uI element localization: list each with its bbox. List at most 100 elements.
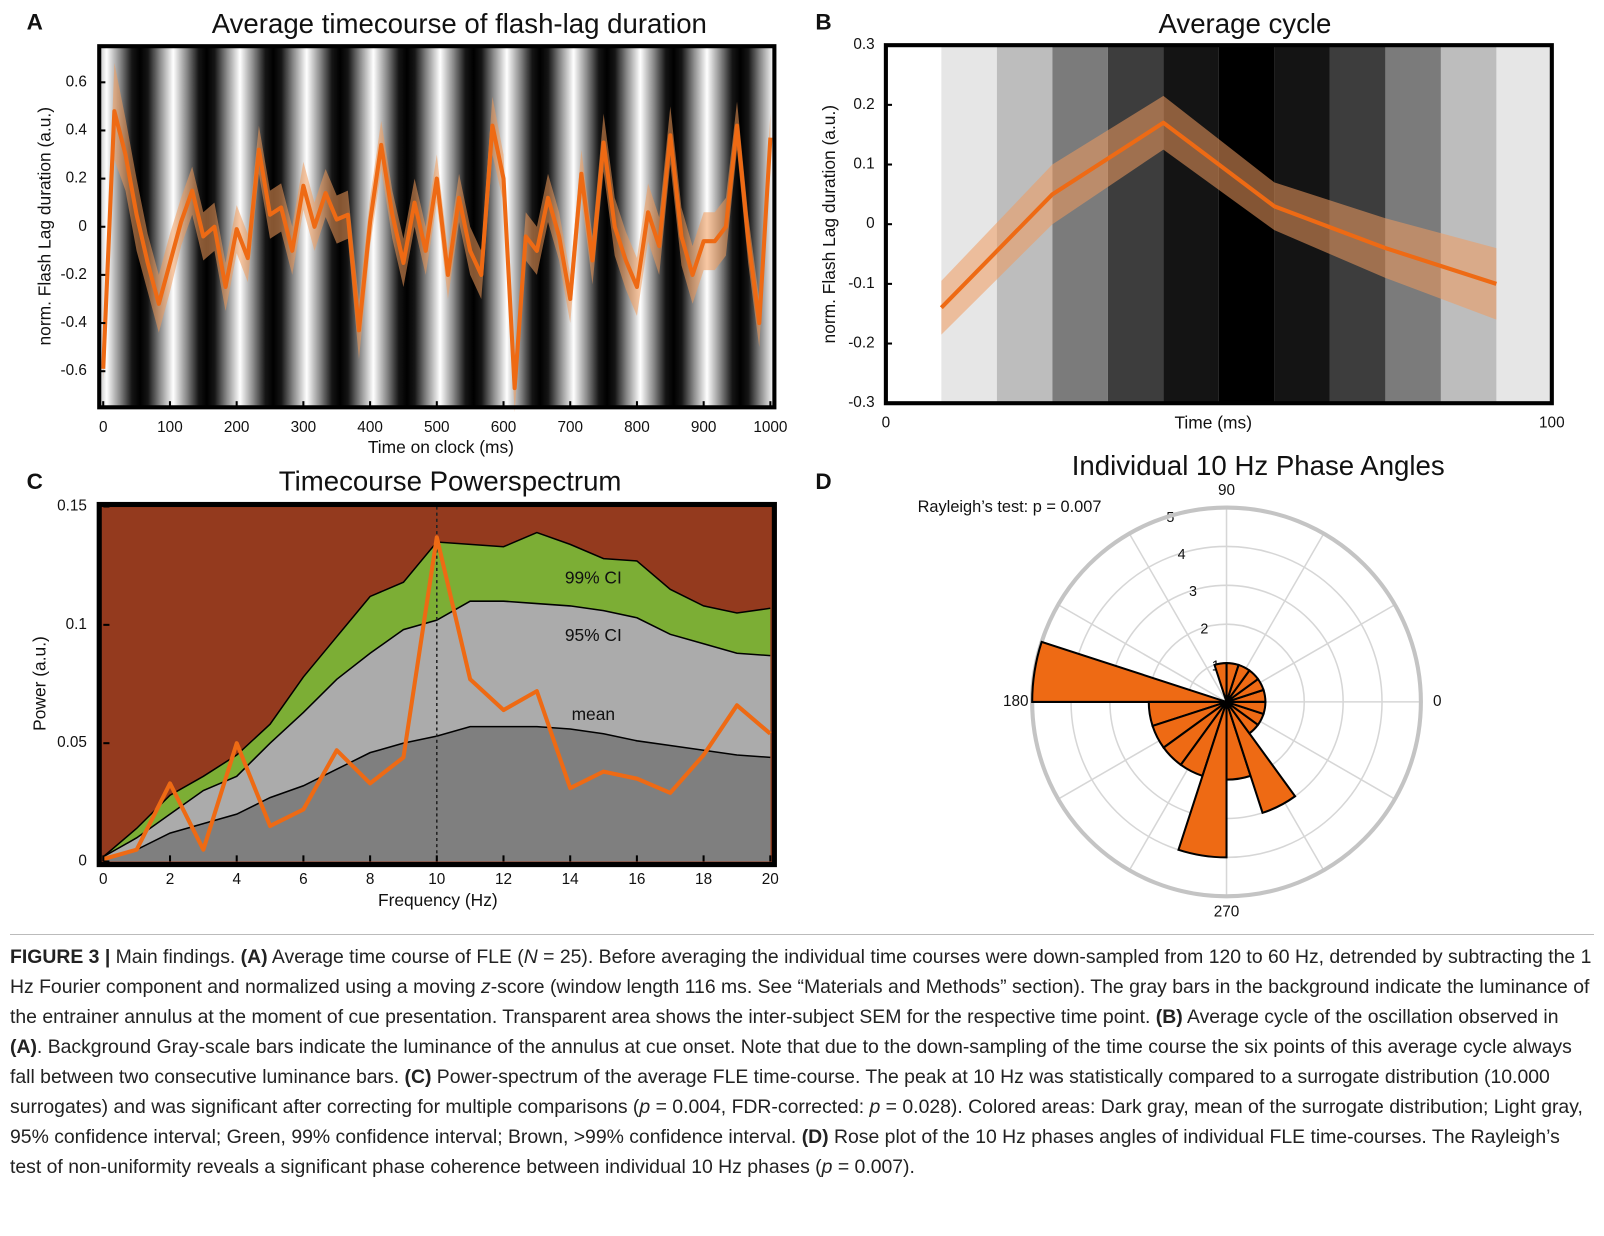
y-tick-label: 0.2 <box>66 170 87 187</box>
y-axis-label: norm. Flash Lag duration (a.u.) <box>819 105 839 344</box>
y-tick-label: 0 <box>78 218 87 235</box>
r-tick-label: 2 <box>1200 621 1208 637</box>
luminance-bar <box>1163 45 1219 404</box>
caption-text: = 0.004, FDR-corrected: <box>650 1096 870 1118</box>
theta-tick-label: 270 <box>1214 904 1240 921</box>
caption-text: Average time course of FLE ( <box>267 946 524 968</box>
caption-text: . Background Gray-scale bars indicate th… <box>10 1036 1572 1088</box>
area-label: 95% CI <box>565 625 622 645</box>
caption-text: (D) <box>801 1126 829 1148</box>
luminance-bar <box>1440 45 1497 404</box>
r-tick-label: 3 <box>1189 584 1197 600</box>
caption-text: Average cycle of the oscillation observe… <box>1182 1006 1559 1028</box>
x-tick-label: 400 <box>357 419 383 436</box>
mean-line <box>939 120 1497 310</box>
plot-frame <box>96 501 777 868</box>
panel-label: D <box>815 469 831 494</box>
y-tick-label: 0.3 <box>853 36 874 53</box>
x-tick-label: 200 <box>224 419 250 436</box>
r-tick-label: 4 <box>1178 547 1186 563</box>
luminance-bar <box>1218 45 1275 404</box>
spoke <box>1128 533 1228 703</box>
luminance-bar <box>1107 45 1164 404</box>
caption-text: (A) <box>10 1036 37 1058</box>
spoke <box>1057 604 1227 703</box>
x-tick-label: 6 <box>299 871 308 888</box>
y-tick-label: 0 <box>78 853 87 870</box>
x-tick-label: 300 <box>291 419 317 436</box>
caption-text: = 0.028). Colored areas: Dark gray, mean… <box>10 1096 1583 1148</box>
luminance-bar <box>1496 45 1552 404</box>
x-tick-label: 0 <box>99 419 108 436</box>
chart-title: Timecourse Powerspectrum <box>279 465 622 496</box>
caption-text: Main findings. <box>110 946 241 968</box>
area-edge <box>102 600 771 858</box>
luminance-bar <box>1052 45 1108 404</box>
x-tick-label: 600 <box>491 419 517 436</box>
caption-rule <box>10 934 1594 935</box>
rose-wedge <box>1031 640 1227 703</box>
rose-wedge <box>1213 662 1228 703</box>
x-axis-label: Frequency (Hz) <box>378 890 498 910</box>
x-tick-label: 4 <box>232 871 241 888</box>
caption-text: p <box>639 1096 651 1118</box>
y-axis-label: norm. Flash Lag duration (a.u.) <box>35 107 55 346</box>
y-tick-label: -0.2 <box>848 335 874 352</box>
luminance-bar <box>941 45 997 404</box>
chart-title: Average cycle <box>1158 8 1331 39</box>
x-tick-label: 12 <box>495 871 512 888</box>
y-tick-label: -0.3 <box>848 394 874 411</box>
x-tick-label: 700 <box>557 419 583 436</box>
y-tick-label: 0.6 <box>66 73 87 90</box>
rose-wedge <box>1226 700 1267 716</box>
caption-text: p <box>821 1156 833 1178</box>
figure: A Average timecourse of flash-lag duratio… <box>27 8 1565 921</box>
x-tick-label: 800 <box>624 419 650 436</box>
y-tick-label: 0.2 <box>853 96 874 113</box>
caption-text: Rose plot of the 10 Hz phases angles of … <box>10 1126 1560 1178</box>
power-line <box>102 535 772 862</box>
x-tick-label: 10 <box>428 871 445 888</box>
x-axis-label: Time (ms) <box>1174 412 1252 432</box>
caption-text: FIGURE 3 | <box>10 946 111 968</box>
x-tick-label: 900 <box>691 419 717 436</box>
x-tick-label: 500 <box>424 419 450 436</box>
y-tick-label: 0.4 <box>66 122 88 139</box>
theta-tick-label: 90 <box>1218 482 1235 499</box>
panel-label: B <box>815 10 831 35</box>
caption-text: = 0.007). <box>832 1156 915 1178</box>
caption-text: (B) <box>1155 1006 1183 1028</box>
x-tick-label: 2 <box>166 871 175 888</box>
y-tick-label: -0.6 <box>61 362 87 379</box>
caption-text: N <box>523 946 538 968</box>
x-tick-label: 1000 <box>753 419 787 436</box>
y-tick-label: 0.15 <box>57 498 87 515</box>
panel-label: C <box>27 469 43 494</box>
rose-wedge <box>1177 701 1228 859</box>
caption-text: = 25). Before averaging the individual t… <box>10 946 1592 998</box>
theta-tick-label: 180 <box>1003 693 1029 710</box>
mean-line <box>101 109 773 391</box>
y-tick-label: -0.2 <box>61 266 87 283</box>
x-tick-label: 20 <box>762 871 779 888</box>
x-tick-label: 0 <box>882 415 891 432</box>
caption-text: z <box>481 976 491 998</box>
x-tick-label: 18 <box>695 871 712 888</box>
panel-label: A <box>27 10 43 35</box>
y-tick-label: -0.1 <box>848 275 874 292</box>
caption-text: Power-spectrum of the average FLE time-c… <box>10 1066 1550 1118</box>
caption-text: -score (window length 116 ms. See “Mater… <box>10 976 1590 1028</box>
x-tick-label: 100 <box>157 419 183 436</box>
y-tick-label: 0 <box>866 215 875 232</box>
caption-text: (C) <box>404 1066 432 1088</box>
chart-title: Average timecourse of flash-lag duration <box>212 8 707 39</box>
x-tick-label: 0 <box>99 871 108 888</box>
x-tick-label: 8 <box>366 871 375 888</box>
theta-tick-label: 0 <box>1433 693 1442 710</box>
caption-text: p <box>869 1096 881 1118</box>
x-tick-label: 14 <box>562 871 580 888</box>
y-tick-label: 0.1 <box>66 616 87 633</box>
annotation: Rayleigh’s test: p = 0.007 <box>918 498 1102 516</box>
y-tick-label: 0.05 <box>57 734 87 751</box>
